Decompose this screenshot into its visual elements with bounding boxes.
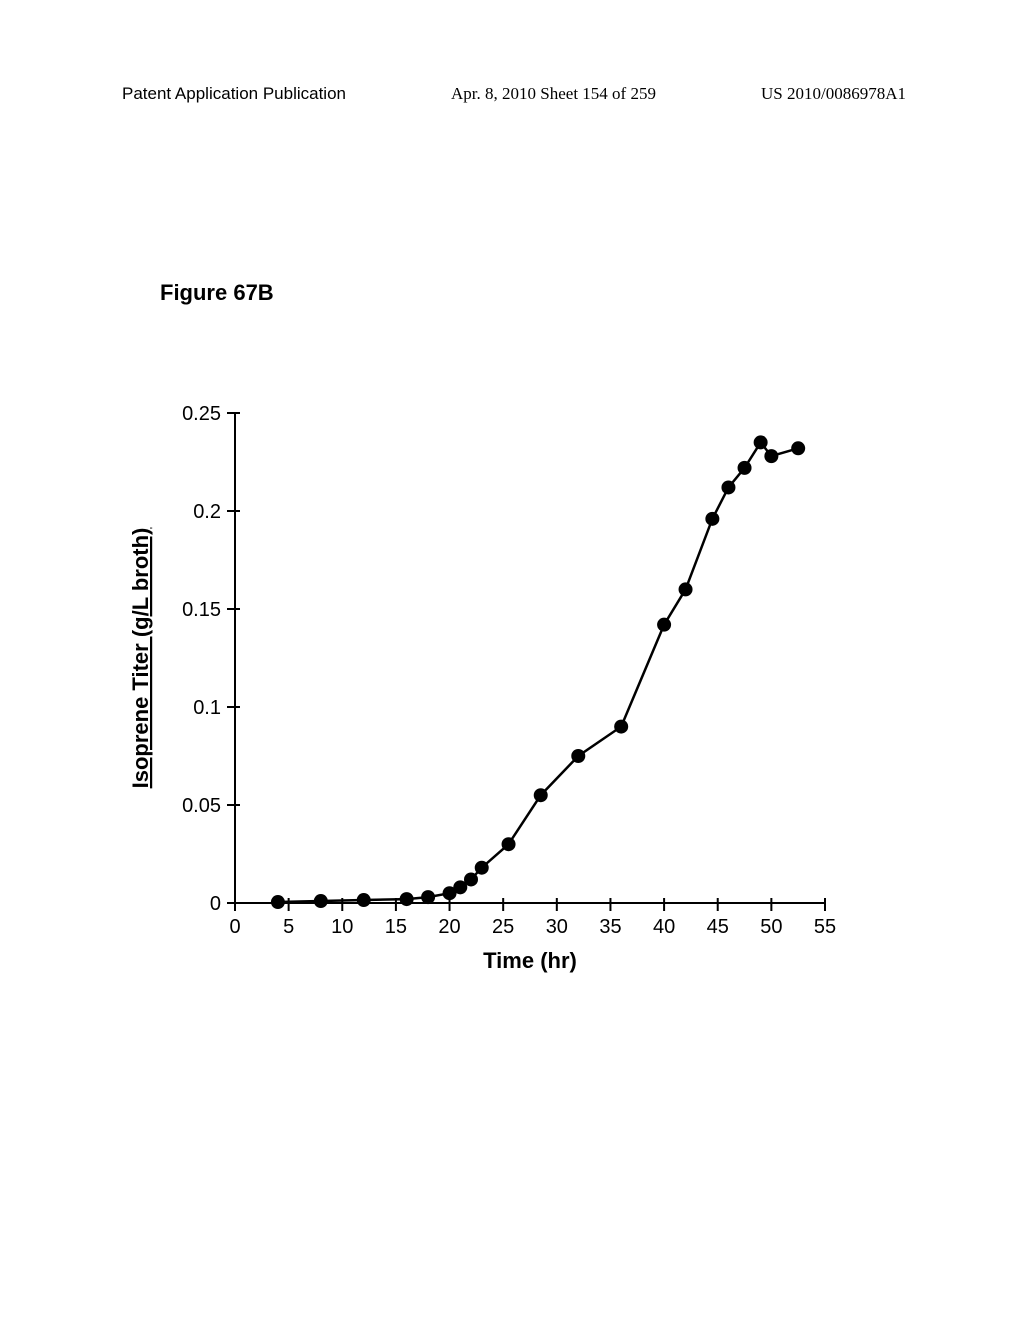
data-marker <box>791 441 805 455</box>
page-header: Patent Application Publication Apr. 8, 2… <box>0 84 1024 104</box>
figure-label: Figure 67B <box>160 280 274 306</box>
x-axis-label: Time (hr) <box>483 948 577 973</box>
y-tick-label: 0.15 <box>182 599 221 621</box>
data-marker <box>534 788 548 802</box>
header-left: Patent Application Publication <box>122 84 346 104</box>
y-tick-label: 0.1 <box>193 697 221 719</box>
data-marker <box>679 582 693 596</box>
data-marker <box>271 895 285 909</box>
data-marker <box>721 480 735 494</box>
data-marker <box>657 618 671 632</box>
x-tick-label: 45 <box>707 916 729 938</box>
x-tick-label: 15 <box>385 916 407 938</box>
data-line <box>278 442 798 902</box>
x-tick-label: 20 <box>438 916 460 938</box>
x-tick-label: 0 <box>229 916 240 938</box>
data-marker <box>502 837 516 851</box>
x-tick-label: 30 <box>546 916 568 938</box>
header-right: US 2010/0086978A1 <box>761 84 906 104</box>
chart-container: 0 0.05 0.1 0.15 0.2 0.25 0 5 10 15 20 25 30 35 40 45 50 5… <box>120 395 880 1015</box>
x-tick-label: 50 <box>760 916 782 938</box>
y-tick-label: 0.2 <box>193 501 221 523</box>
data-marker <box>738 461 752 475</box>
data-marker <box>421 890 435 904</box>
data-marker <box>464 872 478 886</box>
data-marker <box>754 435 768 449</box>
data-marker <box>357 893 371 907</box>
x-tick-label: 35 <box>599 916 621 938</box>
y-tick-label: 0.05 <box>182 795 221 817</box>
y-tick-label: 0.25 <box>182 403 221 425</box>
data-marker <box>614 720 628 734</box>
data-marker <box>400 892 414 906</box>
x-tick-label: 25 <box>492 916 514 938</box>
header-center: Apr. 8, 2010 Sheet 154 of 259 <box>451 84 656 104</box>
data-marker <box>705 512 719 526</box>
x-tick-label: 10 <box>331 916 353 938</box>
data-marker <box>571 749 585 763</box>
data-marker <box>314 894 328 908</box>
chart-svg: 0 0.05 0.1 0.15 0.2 0.25 0 5 10 15 20 25 30 35 40 45 50 5… <box>120 395 880 1015</box>
y-tick-label: 0 <box>210 893 221 915</box>
x-tick-label: 5 <box>283 916 294 938</box>
x-tick-label: 40 <box>653 916 675 938</box>
data-marker <box>475 861 489 875</box>
data-marker <box>764 449 778 463</box>
y-axis-label: Isoprene Titer (g/L broth) <box>128 528 153 789</box>
x-tick-label: 55 <box>814 916 836 938</box>
